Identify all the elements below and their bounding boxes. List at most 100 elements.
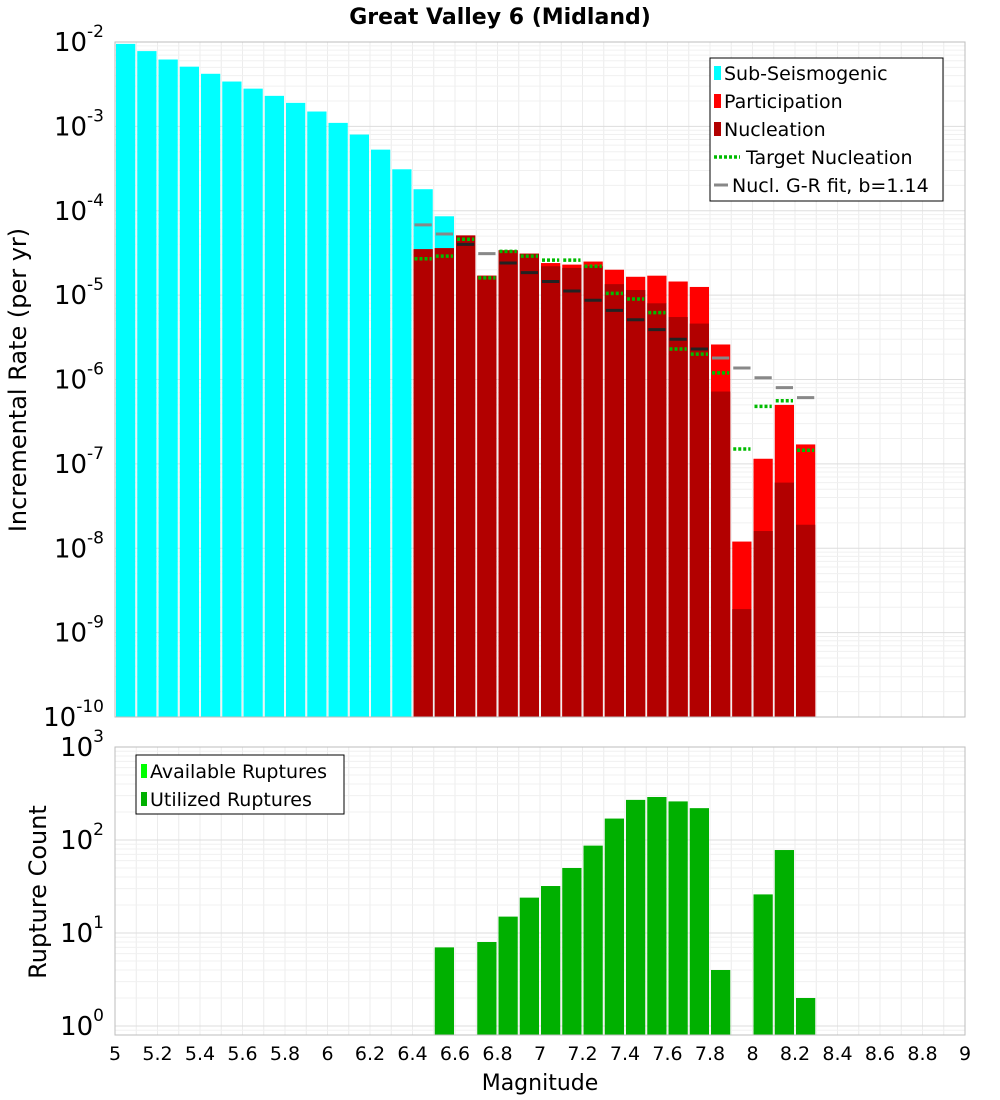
rate-plot-legend: Sub-Seismogenic Participation Nucleation Ta… — [709, 57, 944, 202]
x-tick-label: 5 — [109, 1043, 121, 1065]
x-tick-label: 7.2 — [567, 1043, 597, 1065]
x-tick-label: 7.6 — [652, 1043, 682, 1065]
nucleation-bar — [519, 253, 539, 717]
rate-y-tick-label: 10-3 — [54, 106, 104, 142]
x-tick-label: 5.6 — [227, 1043, 257, 1065]
rate-plot-y-ticks: 10-10 10-9 10-8 10-7 10-6 10-5 10-4 10-3 10-2 — [43, 22, 104, 733]
rate-y-tick-label: 10-2 — [54, 22, 104, 58]
legend-entry-label: Target Nucleation — [745, 147, 913, 169]
nucleation-bar — [456, 235, 476, 717]
sub-seismogenic-bar — [158, 59, 178, 717]
sub-seismogenic-bar — [264, 95, 284, 717]
utilized-ruptures-bar — [774, 850, 794, 1035]
nucleation-bar — [647, 303, 667, 717]
nucleation-bar — [413, 249, 433, 718]
nucleation-bar — [668, 317, 688, 717]
count-plot-y-ticks: 100 101 102 103 — [60, 727, 104, 1042]
nucleation-bar — [583, 266, 603, 717]
rate-y-tick-label: 10-6 — [54, 360, 104, 396]
utilized-ruptures-bar — [604, 818, 624, 1035]
nucleation-bar — [796, 524, 816, 717]
nucleation-bar — [604, 284, 624, 717]
count-plot-y-label: Rupture Count — [24, 805, 52, 979]
nucleation-bar — [711, 391, 731, 717]
utilized-ruptures-bar — [498, 916, 518, 1035]
count-plot-legend: Available Ruptures Utilized Ruptures — [135, 754, 345, 815]
utilized-ruptures-bar — [711, 969, 731, 1035]
x-tick-label: 6.2 — [355, 1043, 385, 1065]
utilized-ruptures-bar — [519, 897, 539, 1035]
x-tick-label: 9 — [959, 1043, 971, 1065]
x-tick-label: 5.8 — [270, 1043, 300, 1065]
utilized-ruptures-bar — [668, 801, 688, 1035]
x-tick-label: 6 — [321, 1043, 333, 1065]
utilized-ruptures-bar — [753, 894, 773, 1035]
sub-seismogenic-bar — [201, 73, 221, 718]
rate-plot-lines — [414, 223, 815, 453]
rate-y-tick-label: 10-5 — [54, 275, 104, 311]
sub-seismogenic-bar — [392, 169, 412, 717]
rate-plot-y-label: Incremental Rate (per yr) — [4, 228, 32, 532]
utilized-ruptures-bar — [477, 942, 497, 1035]
utilized-ruptures-bar — [541, 886, 561, 1035]
nucleation-bar — [774, 482, 794, 717]
sub-seismogenic-bar — [179, 66, 199, 717]
sub-seismogenic-bar — [307, 111, 327, 717]
sub-seismogenic-bar — [328, 122, 348, 717]
legend-entry-label: Nucl. G-R fit, b=1.14 — [732, 175, 929, 197]
utilized-ruptures-bar — [796, 997, 816, 1035]
utilized-ruptures-bar — [562, 867, 582, 1035]
count-y-tick-label: 101 — [60, 913, 104, 949]
rate-y-tick-label: 10-9 — [54, 613, 104, 649]
legend-entry-label: Sub-Seismogenic — [724, 63, 888, 85]
nucleation-bar — [732, 609, 752, 717]
sub-seismogenic-bar — [116, 43, 136, 717]
x-tick-label: 7.8 — [695, 1043, 725, 1065]
nucleation-bar — [626, 290, 646, 717]
x-tick-label: 8.2 — [780, 1043, 810, 1065]
x-axis-label: Magnitude — [482, 1071, 599, 1096]
rate-y-tick-label: 10-4 — [54, 191, 104, 227]
legend-entry-label: Participation — [724, 91, 843, 113]
nucleation-bar — [541, 266, 561, 717]
count-y-tick-label: 103 — [60, 727, 104, 763]
x-tick-label: 8.6 — [865, 1043, 895, 1065]
legend-entry-label: Utilized Ruptures — [150, 789, 312, 811]
sub-seismogenic-bar — [222, 81, 242, 717]
nucleation-bar — [562, 267, 582, 717]
x-tick-label: 5.2 — [142, 1043, 172, 1065]
utilized-ruptures-bar — [647, 796, 667, 1035]
sub-seismogenic-bar — [137, 51, 157, 718]
rate-y-tick-label: 10-7 — [54, 444, 104, 480]
count-y-tick-label: 102 — [60, 820, 104, 856]
x-tick-label: 8.8 — [907, 1043, 937, 1065]
utilized-ruptures-bar — [626, 799, 646, 1035]
utilized-ruptures-bar — [689, 808, 709, 1035]
rate-plot-bars — [116, 43, 816, 718]
legend-entry-label: Nucleation — [724, 119, 826, 141]
x-tick-label: 8.4 — [822, 1043, 852, 1065]
x-tick-label: 5.4 — [185, 1043, 215, 1065]
sub-seismogenic-bar — [371, 149, 391, 717]
nucleation-bar — [689, 323, 709, 717]
x-tick-label: 8 — [746, 1043, 758, 1065]
rate-y-tick-label: 10-10 — [43, 697, 104, 733]
chart-title: Great Valley 6 (Midland) — [349, 5, 651, 30]
legend-entry-label: Available Ruptures — [150, 761, 327, 783]
x-tick-label: 7.4 — [610, 1043, 640, 1065]
x-tick-label: 7 — [534, 1043, 546, 1065]
utilized-ruptures-bar — [434, 947, 454, 1035]
count-y-tick-label: 100 — [60, 1006, 104, 1042]
nucleation-bar — [434, 248, 454, 717]
utilized-ruptures-bar — [583, 845, 603, 1035]
sub-seismogenic-bar — [349, 134, 369, 718]
x-tick-label: 6.4 — [397, 1043, 427, 1065]
count-plot-x-ticks: 5 5.2 5.4 5.6 5.8 6 6.2 6.4 6.6 6.8 7 7.2 7.4 7.6 7.8 8… — [109, 1043, 971, 1065]
nucleation-bar — [477, 275, 497, 717]
count-plot-bars — [434, 796, 816, 1035]
x-tick-label: 6.8 — [482, 1043, 512, 1065]
sub-seismogenic-bar — [286, 102, 306, 717]
nucleation-bar — [498, 250, 518, 717]
sub-seismogenic-bar — [243, 88, 263, 717]
